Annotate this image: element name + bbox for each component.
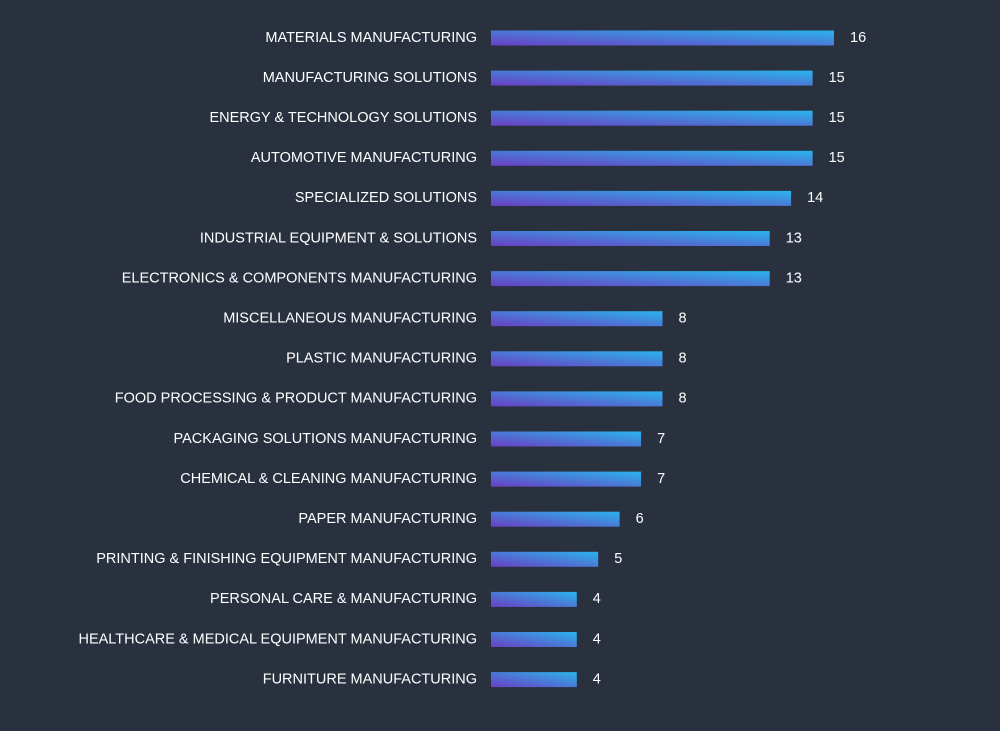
category-label-specialized-solutions: SPECIALIZED SOLUTIONS xyxy=(295,190,477,206)
bars-group xyxy=(491,30,834,688)
bar-energy-and-technology-solutions xyxy=(491,110,813,126)
category-label-printing-and-finishing-equipment-manufacturing: PRINTING & FINISHING EQUIPMENT MANUFACTU… xyxy=(96,551,477,567)
category-label-electronics-and-components-manufacturing: ELECTRONICS & COMPONENTS MANUFACTURING xyxy=(122,270,477,286)
value-label-healthcare-and-medical-equipment-manufacturing: 4 xyxy=(593,631,601,647)
value-label-plastic-manufacturing: 8 xyxy=(679,351,687,367)
value-label-specialized-solutions: 14 xyxy=(807,190,823,206)
value-label-materials-manufacturing: 16 xyxy=(850,30,866,46)
bar-manufacturing-solutions xyxy=(491,70,813,86)
bar-food-processing-and-product-manufacturing xyxy=(491,391,663,407)
category-label-industrial-equipment-and-solutions: INDUSTRIAL EQUIPMENT & SOLUTIONS xyxy=(200,230,477,246)
bar-industrial-equipment-and-solutions xyxy=(491,231,770,246)
category-label-chemical-and-cleaning-manufacturing: CHEMICAL & CLEANING MANUFACTURING xyxy=(180,471,477,487)
value-label-industrial-equipment-and-solutions: 13 xyxy=(786,230,802,246)
category-label-furniture-manufacturing: FURNITURE MANUFACTURING xyxy=(263,671,477,687)
bar-paper-manufacturing xyxy=(491,511,620,527)
category-label-materials-manufacturing: MATERIALS MANUFACTURING xyxy=(265,30,477,46)
value-label-packaging-solutions-manufacturing: 7 xyxy=(657,431,665,447)
bar-chemical-and-cleaning-manufacturing xyxy=(491,471,642,487)
bar-printing-and-finishing-equipment-manufacturing xyxy=(491,551,599,567)
category-label-healthcare-and-medical-equipment-manufacturing: HEALTHCARE & MEDICAL EQUIPMENT MANUFACTU… xyxy=(78,631,477,647)
value-label-furniture-manufacturing: 4 xyxy=(593,671,601,687)
bar-furniture-manufacturing xyxy=(491,672,577,688)
category-label-packaging-solutions-manufacturing: PACKAGING SOLUTIONS MANUFACTURING xyxy=(174,431,477,447)
category-label-plastic-manufacturing: PLASTIC MANUFACTURING xyxy=(286,351,477,367)
bar-plastic-manufacturing xyxy=(491,351,663,367)
bar-healthcare-and-medical-equipment-manufacturing xyxy=(491,632,577,647)
value-label-miscellaneous-manufacturing: 8 xyxy=(679,311,687,327)
value-label-paper-manufacturing: 6 xyxy=(636,511,644,527)
value-label-electronics-and-components-manufacturing: 13 xyxy=(786,270,802,286)
bar-automotive-manufacturing xyxy=(491,150,813,166)
category-label-miscellaneous-manufacturing: MISCELLANEOUS MANUFACTURING xyxy=(223,311,477,327)
category-label-food-processing-and-product-manufacturing: FOOD PROCESSING & PRODUCT MANUFACTURING xyxy=(115,391,477,407)
category-labels-group: MATERIALS MANUFACTURING MANUFACTURING SOL… xyxy=(78,30,477,688)
value-label-personal-care-and-manufacturing: 4 xyxy=(593,591,601,607)
bar-packaging-solutions-manufacturing xyxy=(491,431,642,447)
category-label-manufacturing-solutions: MANUFACTURING SOLUTIONS xyxy=(263,70,477,86)
category-label-automotive-manufacturing: AUTOMOTIVE MANUFACTURING xyxy=(251,150,477,166)
value-label-manufacturing-solutions: 15 xyxy=(829,70,845,86)
value-label-energy-and-technology-solutions: 15 xyxy=(829,110,845,126)
value-label-automotive-manufacturing: 15 xyxy=(829,150,845,166)
bar-specialized-solutions xyxy=(491,190,792,206)
value-label-food-processing-and-product-manufacturing: 8 xyxy=(679,391,687,407)
category-label-personal-care-and-manufacturing: PERSONAL CARE & MANUFACTURING xyxy=(210,591,477,607)
bar-electronics-and-components-manufacturing xyxy=(491,271,770,287)
bar-miscellaneous-manufacturing xyxy=(491,311,663,327)
value-labels-group: 16 15 15 15 14 13 13 8 8 8 7 7 6 5 4 4 4 xyxy=(593,30,866,688)
value-label-printing-and-finishing-equipment-manufacturing: 5 xyxy=(614,551,622,567)
category-label-energy-and-technology-solutions: ENERGY & TECHNOLOGY SOLUTIONS xyxy=(209,110,477,126)
bar-materials-manufacturing xyxy=(491,30,834,46)
category-label-paper-manufacturing: PAPER MANUFACTURING xyxy=(298,511,477,527)
bar-personal-care-and-manufacturing xyxy=(491,591,577,607)
value-label-chemical-and-cleaning-manufacturing: 7 xyxy=(657,471,665,487)
